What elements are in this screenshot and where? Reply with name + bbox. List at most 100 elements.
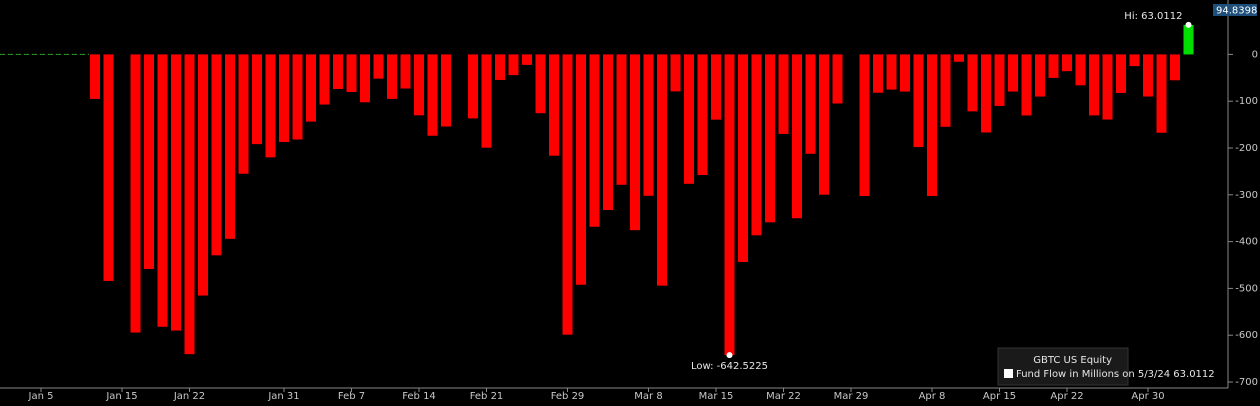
bar: [589, 54, 600, 227]
bar: [711, 54, 721, 120]
bar: [886, 54, 897, 90]
bar: [346, 54, 357, 92]
bar: [684, 54, 694, 184]
bar: [981, 54, 991, 133]
bar: [306, 54, 316, 122]
y-tick-label: -500: [1235, 283, 1258, 294]
bar: [738, 54, 748, 262]
x-tick-label: Apr 8: [919, 391, 946, 402]
legend-box: [997, 347, 1129, 386]
low-marker: [726, 352, 733, 359]
x-tick-label: Feb 29: [551, 391, 585, 402]
bar: [994, 54, 1005, 106]
bar: [90, 54, 100, 99]
bar: [724, 54, 735, 356]
bar: [643, 54, 654, 196]
bar: [967, 54, 978, 112]
bar: [522, 54, 532, 65]
y-tick-label: -700: [1235, 377, 1258, 388]
bar: [900, 54, 910, 92]
legend-entry: Fund Flow in Millions on 5/3/24 63.0112: [1016, 369, 1215, 380]
bar: [576, 54, 586, 285]
bar: [144, 54, 154, 270]
bar: [927, 54, 937, 196]
bar: [535, 54, 546, 114]
bar: [1143, 54, 1153, 97]
bar: [1102, 54, 1113, 120]
y-tick-label: 0: [1252, 49, 1258, 60]
bar: [819, 54, 829, 195]
bar: [1008, 54, 1018, 92]
bar: [265, 54, 276, 158]
y-tick-label: -400: [1235, 237, 1258, 248]
bar: [1183, 24, 1194, 55]
axis-top-tag: [1213, 4, 1257, 16]
bar: [1170, 54, 1180, 81]
x-tick-label: Jan 31: [267, 391, 299, 402]
bar: [697, 54, 708, 176]
bar: [319, 54, 330, 105]
bar: [184, 54, 195, 355]
bar: [157, 54, 168, 327]
bar: [292, 54, 303, 140]
bar: [630, 54, 640, 231]
x-tick-label: Feb 21: [470, 391, 504, 402]
x-tick-label: Jan 5: [28, 391, 54, 402]
high-marker: [1185, 21, 1192, 28]
bar: [427, 54, 438, 136]
bar: [832, 54, 843, 104]
bar: [616, 54, 627, 185]
bar: [670, 54, 681, 92]
bar: [1021, 54, 1032, 116]
bar: [1048, 54, 1059, 78]
legend: GBTC US Equity Fund Flow in Millions on …: [997, 347, 1215, 386]
bar: [441, 54, 451, 127]
bar: [940, 54, 951, 127]
bar: [414, 54, 424, 116]
bar: [805, 54, 816, 154]
x-tick-label: Apr 15: [983, 391, 1016, 402]
bar: [103, 54, 114, 281]
y-tick-label: -300: [1235, 190, 1258, 201]
high-label: Hi: 63.0112: [1124, 11, 1182, 22]
bar: [198, 54, 208, 296]
axis-top-label: 94.8398: [1216, 6, 1257, 17]
bar: [495, 54, 505, 80]
bar: [171, 54, 181, 331]
bar: [1156, 54, 1167, 133]
legend-title: GBTC US Equity: [1033, 355, 1112, 366]
bar: [859, 54, 870, 197]
bar: [481, 54, 492, 148]
bar: [130, 54, 141, 333]
bar: [387, 54, 397, 99]
bar: [1116, 54, 1126, 93]
bar: [508, 54, 519, 76]
bar: [873, 54, 883, 93]
bar: [549, 54, 559, 156]
bar: [333, 54, 343, 89]
low-label: Low: -642.5225: [691, 361, 768, 372]
x-tick-label: Mar 22: [766, 391, 801, 402]
bar: [1089, 54, 1099, 116]
bar: [954, 54, 964, 62]
bar: [252, 54, 262, 145]
y-tick-label: -200: [1235, 143, 1258, 154]
bar: [360, 54, 370, 103]
y-tick-label: -600: [1235, 330, 1258, 341]
bar: [468, 54, 478, 119]
bar: [778, 54, 789, 134]
bar: [562, 54, 573, 335]
x-tick-label: Feb 14: [402, 391, 436, 402]
x-tick-label: Mar 8: [634, 391, 662, 402]
y-tick-label: -100: [1235, 96, 1258, 107]
x-tick-label: Jan 15: [105, 391, 137, 402]
bar: [400, 54, 411, 89]
bar: [1075, 54, 1086, 86]
x-tick-label: Apr 22: [1050, 391, 1083, 402]
bar: [792, 54, 802, 219]
x-tick-label: Apr 30: [1131, 391, 1164, 402]
legend-swatch: [1004, 369, 1013, 378]
bar: [751, 54, 762, 236]
bar: [1062, 54, 1072, 72]
